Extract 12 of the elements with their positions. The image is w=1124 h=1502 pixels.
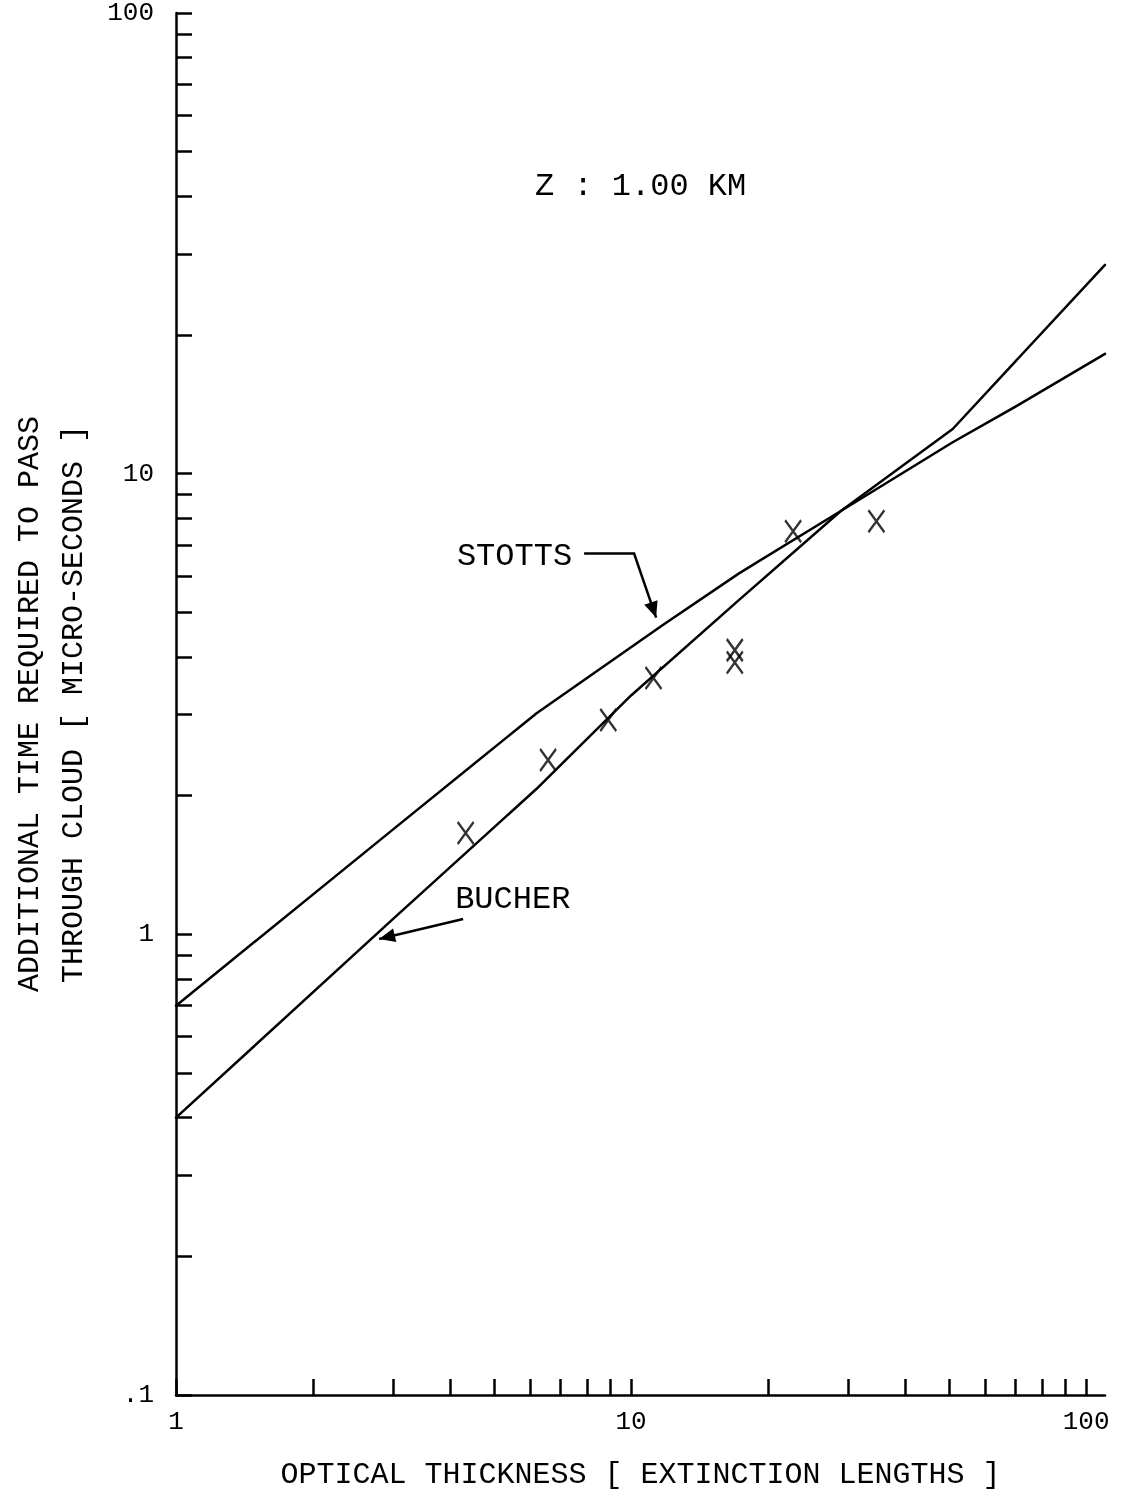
text: STOTTS bbox=[456, 537, 573, 575]
x-tick-label: 100 bbox=[1062, 1407, 1110, 1437]
y-tick-label: 10 bbox=[122, 458, 154, 489]
y-axis-title: ADDITIONAL TIME REQUIRED TO PASS THROUGH CLOUD [ MICRO-SECONDS ] bbox=[13, 415, 91, 993]
y-tick-label: 100 bbox=[107, 0, 154, 28]
annotation: Z : 1.00 KM bbox=[535, 167, 747, 205]
series-label: BUCHER bbox=[455, 880, 571, 918]
x-tick-label: 1 bbox=[168, 1407, 184, 1437]
x-axis-title: OPTICAL THICKNESS [ EXTINCTION LENGTHS ] bbox=[280, 1458, 1001, 1492]
y-tick-label: 1 bbox=[138, 919, 154, 950]
x-tick-label: 10 bbox=[615, 1407, 647, 1437]
y-tick-label: .1 bbox=[122, 1380, 154, 1410]
